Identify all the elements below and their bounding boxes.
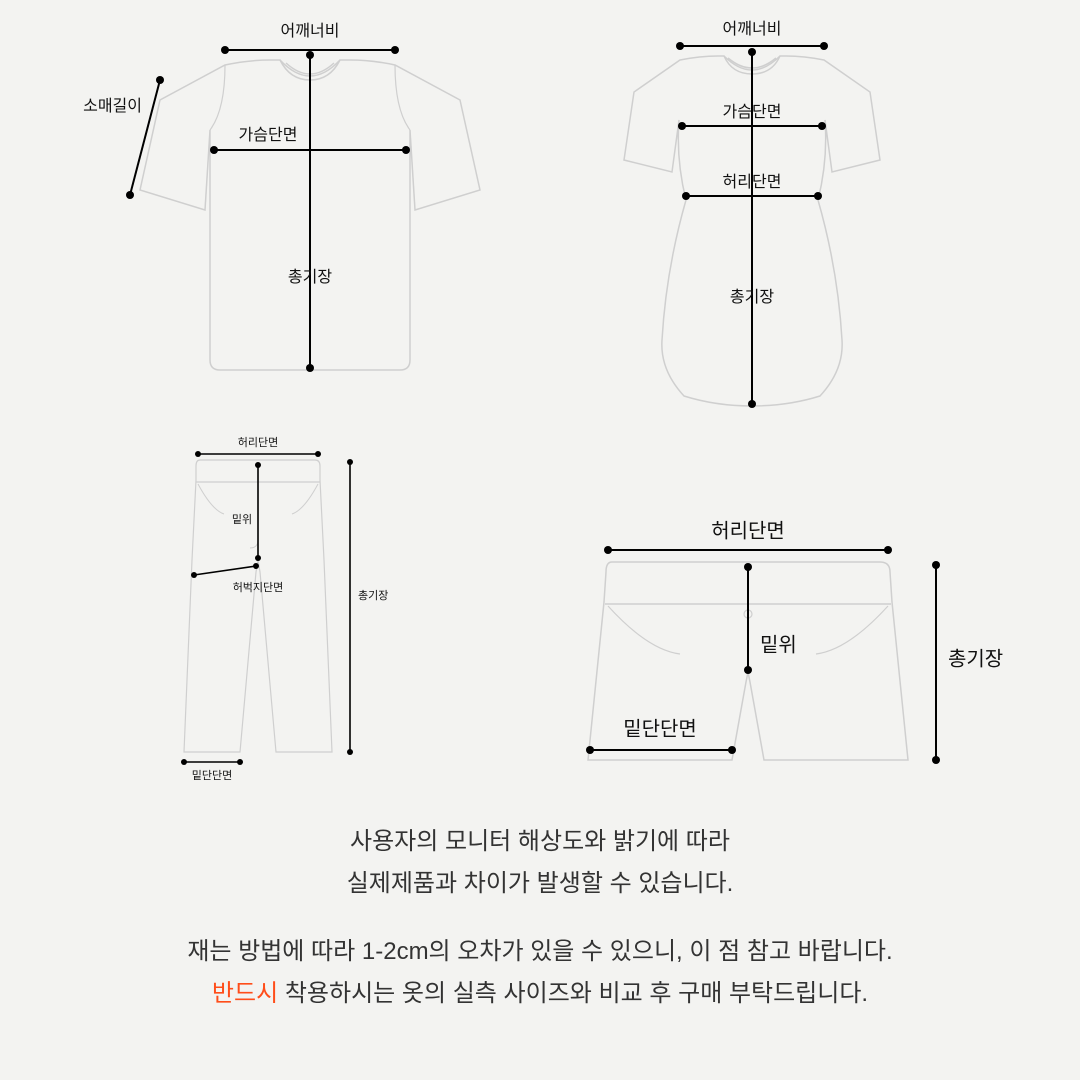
disclaimer-text: 사용자의 모니터 해상도와 밝기에 따라 실제제품과 차이가 발생할 수 있습니… [0,821,1080,1015]
pants-waist-label: 허리단면 [238,436,278,449]
dress-shoulder-label: 어깨너비 [723,20,782,38]
tshirt-sleeve-label: 소매길이 [83,97,142,115]
dress-length-label: 총기장 [730,288,774,306]
shorts-length-label: 총기장 [948,647,1003,670]
disclaimer-line3: 재는 방법에 따라 1-2cm의 오차가 있을 수 있으니, 이 점 참고 바랍… [0,931,1080,973]
disclaimer-line1: 사용자의 모니터 해상도와 밝기에 따라 [0,821,1080,863]
tshirt-diagram: 어깨너비 소매길이 가슴단면 총기장 [83,22,480,372]
shorts-hem-label: 밑단단면 [623,717,697,740]
tshirt-shoulder-label: 어깨너비 [281,22,340,40]
disclaimer-line2: 실제제품과 차이가 발생할 수 있습니다. [0,863,1080,905]
shorts-rise-label: 밑위 [760,633,797,656]
pants-thigh-label: 허벅지단면 [233,581,284,594]
disclaimer-accent: 반드시 [212,980,278,1007]
pants-hem-label: 밑단단면 [192,769,232,782]
tshirt-length-label: 총기장 [288,268,332,286]
disclaimer-line4: 반드시 착용하시는 옷의 실측 사이즈와 비교 후 구매 부탁드립니다. [0,973,1080,1015]
dress-diagram: 어깨너비 가슴단면 허리단면 총기장 [624,20,880,408]
tshirt-chest-label: 가슴단면 [239,126,298,144]
pants-length-label: 총기장 [358,589,388,602]
shorts-waist-label: 허리단면 [711,519,785,542]
pants-rise-label: 밑위 [232,513,252,526]
pants-diagram: 허리단면 밑위 허벅지단면 총기장 밑단단면 [181,436,388,782]
shorts-diagram: 허리단면 밑위 밑단단면 총기장 [586,519,1003,764]
